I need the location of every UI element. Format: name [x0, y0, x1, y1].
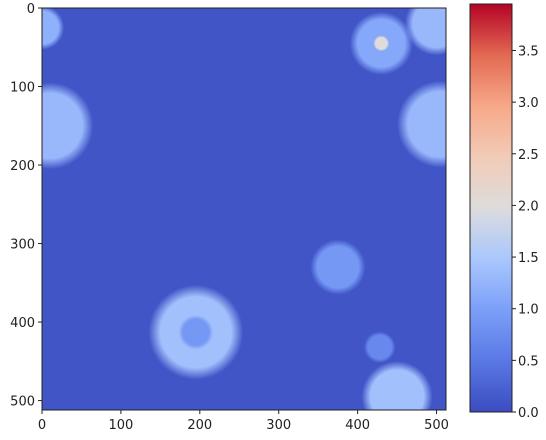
heat-blob — [363, 331, 396, 363]
x-tick-label: 200 — [187, 418, 212, 433]
colorbar-tick-label: 3.5 — [518, 44, 539, 59]
y-tick-label: 0 — [27, 2, 35, 17]
heat-blob — [373, 35, 390, 52]
heat-blob — [310, 239, 366, 295]
colorbar-tick-label: 1.0 — [518, 303, 539, 318]
heat-blob — [42, 82, 94, 170]
y-tick-label: 500 — [10, 395, 35, 410]
y-tick-label: 200 — [10, 159, 35, 174]
heat-blob — [397, 80, 446, 168]
y-tick-label: 400 — [10, 316, 35, 331]
plot-frame — [41, 7, 447, 411]
heat-blob — [178, 314, 214, 350]
colorbar-tick-label: 0.0 — [518, 406, 539, 421]
colorbar-tick-label: 1.5 — [518, 251, 539, 266]
colorbar-tick-label: 0.5 — [518, 354, 539, 369]
x-tick-label: 300 — [266, 418, 291, 433]
heat-blob — [361, 361, 433, 410]
colorbar — [469, 3, 513, 413]
x-tick-label: 500 — [424, 418, 449, 433]
colorbar-tick-label: 2.0 — [518, 199, 539, 214]
x-tick-label: 100 — [108, 418, 133, 433]
heatmap — [42, 8, 446, 410]
colorbar-tick-label: 3.0 — [518, 96, 539, 111]
heat-blob — [404, 8, 446, 56]
y-tick-label: 300 — [10, 238, 35, 253]
y-tick-label: 100 — [10, 81, 35, 96]
x-tick-label: 400 — [345, 418, 370, 433]
x-tick-label: 0 — [38, 418, 46, 433]
heat-blob — [42, 8, 65, 50]
colorbar-tick-label: 2.5 — [518, 148, 539, 163]
